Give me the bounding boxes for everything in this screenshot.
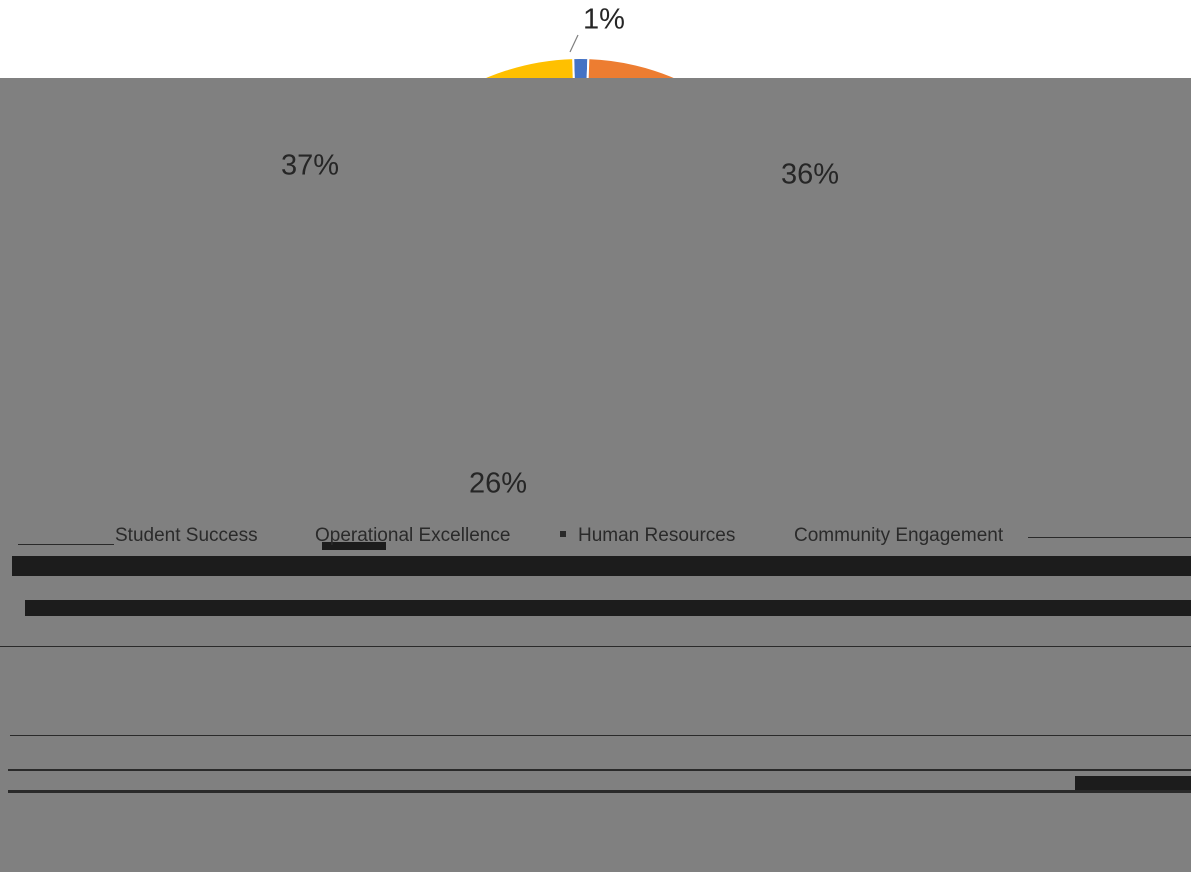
scan-line (0, 646, 1191, 647)
scan-line (8, 790, 1191, 793)
redaction-stripe (12, 556, 1191, 576)
redaction-stripe (322, 542, 386, 550)
redaction-overlay (0, 78, 1191, 872)
scan-line (1028, 537, 1191, 538)
scan-line (10, 735, 1191, 736)
redaction-stripe (1075, 776, 1191, 790)
redaction-stripe (25, 600, 1191, 616)
scan-line (18, 544, 114, 545)
scan-line (8, 769, 1191, 771)
